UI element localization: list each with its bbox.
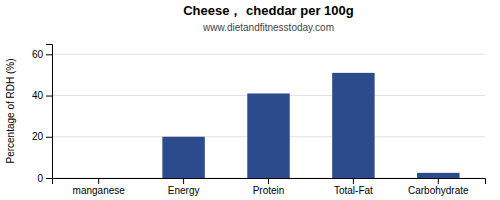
y-tick-label: 60 — [32, 49, 44, 60]
bar — [417, 173, 459, 178]
grid — [52, 54, 485, 178]
x-tick-mark — [353, 178, 354, 184]
x-tick-label: Carbohydrate — [408, 185, 469, 196]
y-axis-title: Percentage of RDH (%) — [5, 58, 16, 163]
y-tick: 20 — [32, 131, 52, 142]
x-axis: manganese Energy Protein Total-Fat Carbohydr… — [53, 178, 486, 196]
y-tick-mark — [46, 178, 52, 179]
x-tick-label: Energy — [168, 185, 200, 196]
y-axis: 0 20 40 60 — [32, 45, 53, 184]
x-tick: Total-Fat — [334, 178, 373, 196]
y-tick-mark — [46, 137, 52, 138]
x-tick-label: Protein — [253, 185, 285, 196]
x-tick-mark — [98, 178, 99, 184]
y-tick-label: 20 — [32, 131, 44, 142]
x-tick: Energy — [168, 178, 200, 196]
y-tick-mark — [46, 54, 52, 55]
subtitle: www.dietandfitnesstoday.com — [202, 22, 334, 33]
bar — [332, 73, 374, 178]
y-tick-label: 0 — [37, 173, 43, 184]
title: Cheese， cheddar per 100g — [183, 3, 354, 18]
x-tick-mark — [438, 178, 439, 184]
y-tick: 60 — [32, 49, 52, 60]
y-axis-line — [46, 45, 53, 179]
x-tick: Carbohydrate — [408, 178, 469, 196]
bar — [247, 93, 289, 178]
x-tick-label: manganese — [73, 185, 126, 196]
bar — [162, 137, 204, 178]
x-tick-mark — [183, 178, 184, 184]
x-tick: manganese — [73, 178, 126, 196]
grid-line — [52, 54, 485, 55]
chart: Cheese， cheddar per 100g www.dietandfitne… — [0, 0, 500, 200]
y-tick: 40 — [32, 90, 52, 101]
y-tick: 0 — [37, 173, 52, 184]
bar — [77, 178, 119, 179]
x-axis-line — [53, 179, 486, 185]
x-tick-mark — [268, 178, 269, 184]
plot: 0 20 40 60 manganese Energy Protein Total-Fat Ca… — [32, 45, 486, 197]
y-tick-mark — [46, 96, 52, 97]
y-tick-label: 40 — [32, 90, 44, 101]
x-tick-label: Total-Fat — [334, 185, 373, 196]
x-tick: Protein — [253, 178, 285, 196]
bars — [162, 73, 459, 178]
